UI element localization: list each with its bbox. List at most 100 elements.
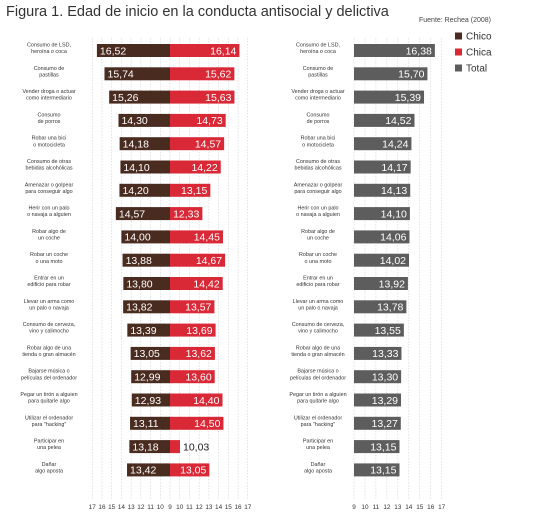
bar-chico-llevar-un-arma-como-un-palo-o-navaja (123, 300, 170, 314)
x-tick-total-15: 15 (416, 504, 424, 511)
category-label-line: de porros (38, 119, 61, 125)
category-label-utilizar-el-ordenador-para-hacking: Utilizar el ordenador para "hacking" (25, 415, 73, 428)
value-label-chico: 14,18 (123, 139, 149, 151)
value-label-chico: 13,82 (126, 302, 152, 314)
value-label-chico: 13,11 (133, 418, 159, 430)
category-label-line: Consumo de otras (296, 159, 340, 165)
x-tick-total-13: 13 (394, 504, 402, 511)
bar-chico-danar-algo-aposta (127, 463, 170, 477)
bar-total-entrar-en-un-edificio-para-robar (354, 277, 408, 290)
bar-chica-consumo-de-pastillas (170, 67, 235, 81)
category-label-line: Pegar un tirón a alguien (20, 392, 77, 398)
category-label-line: Amenazar o golpear (25, 182, 74, 188)
bar-chica-herir-con-un-palo-o-navaja-a-alguien (170, 207, 203, 221)
legend-label-total: Total (466, 64, 487, 75)
x-tick-left-17: 17 (89, 504, 97, 511)
value-label-total: 15,39 (395, 92, 421, 104)
x-tick-right-17: 17 (244, 504, 252, 511)
category-label-line: como intermediario (26, 96, 72, 102)
x-tick-left-12: 12 (137, 504, 145, 511)
category-label-consumo-de-cerveza-vino-y-calimocho: Consumo de cerveza, vino y calimocho (23, 322, 76, 335)
bar-chico-consumo-de-lsd-heroina-o-coca (96, 44, 170, 57)
category-label-line: bebidas alcohólicas (294, 166, 341, 172)
legend-swatch-total (455, 64, 462, 72)
value-label-chica: 14,50 (194, 418, 220, 430)
category-label-robar-algo-de-una-tienda-o-gran-almacen: Robar algo de una tienda o gran almacén (22, 345, 75, 358)
value-label-chica: 14,42 (193, 278, 219, 290)
x-tick-right-12: 12 (196, 504, 204, 511)
category-label-consumo-de-pastillas: Consumo de pastillas (303, 66, 334, 79)
x-tick-right-14: 14 (215, 504, 223, 511)
bar-chico-consumo-de-pastillas (104, 67, 170, 81)
x-tick-right-13: 13 (205, 504, 213, 511)
category-label-line: heroína o coca (31, 49, 67, 55)
bar-chica-consumo-de-otras-bebidas-alcoholicas (170, 160, 221, 174)
x-tick-right-10: 10 (176, 504, 184, 511)
value-label-chico: 13,39 (130, 325, 156, 337)
category-label-line: Vender droga o actuar (22, 89, 76, 95)
category-label-consumo-de-porros: Consumo de porros (306, 112, 329, 125)
category-label-utilizar-el-ordenador-para-hacking: Utilizar el ordenador para "hacking" (294, 415, 342, 428)
category-label-line: o una moto (36, 259, 63, 265)
x-tick-left-15: 15 (108, 504, 116, 511)
category-label-line: Llevar un arma como (293, 299, 344, 305)
category-label-consumo-de-porros: Consumo de porros (37, 112, 60, 125)
value-label-chica: 14,22 (191, 162, 217, 174)
value-label-chica: 14,40 (193, 395, 219, 407)
bar-chico-robar-un-coche-o-una-moto (122, 253, 170, 267)
value-label-chico: 16,52 (100, 45, 126, 57)
category-label-line: Dañar (311, 462, 326, 468)
category-label-line: un coche (307, 236, 329, 242)
bar-total-danar-algo-aposta (354, 463, 400, 477)
bar-total-robar-un-coche-o-una-moto (354, 253, 410, 267)
value-label-chico: 13,42 (130, 465, 156, 477)
bar-chica-consumo-de-lsd-heroina-o-coca (170, 44, 240, 57)
category-label-line: vino y calimocho (29, 329, 69, 335)
x-tick-left-10: 10 (157, 504, 165, 511)
category-label-line: o una moto (305, 259, 332, 265)
value-label-chico: 14,10 (123, 162, 149, 174)
category-label-line: edificio para robar (296, 282, 339, 288)
x-tick-right-15: 15 (225, 504, 233, 511)
category-label-line: una pelea (306, 445, 330, 451)
bar-chica-danar-algo-aposta (170, 463, 210, 477)
category-label-danar-algo-aposta: Dañar algo aposta (35, 462, 63, 475)
category-label-robar-una-bici-o-motocicleta: Robar una bici o motocicleta (301, 136, 336, 149)
category-label-line: Consumo (37, 112, 60, 118)
category-label-line: o navaja a alguien (296, 212, 340, 218)
bar-chico-pegar-un-tiron-a-alguien-para-quitarle-algo (131, 393, 170, 407)
legend-swatch-chico (455, 32, 462, 40)
bar-chico-consumo-de-otras-bebidas-alcoholicas (120, 160, 170, 174)
x-tick-total-12: 12 (383, 504, 391, 511)
chart-title: Figura 1. Edad de inicio en la conducta … (6, 4, 389, 20)
bar-chico-amenazar-o-golpear-para-conseguir-algo (119, 183, 170, 197)
bar-total-consumo-de-otras-bebidas-alcoholicas (354, 160, 411, 174)
category-label-line: Consumo de LSD, (27, 43, 72, 49)
value-label-chico: 13,80 (126, 278, 152, 290)
category-label-line: pastillas (308, 72, 328, 78)
category-label-line: Bajarse música o (297, 369, 338, 375)
category-label-llevar-un-arma-como-un-palo-o-navaja: Llevar un arma como un palo o navaja (293, 299, 344, 312)
category-label-line: para conseguir algo (294, 189, 341, 195)
category-label-robar-un-coche-o-una-moto: Robar un coche o una moto (30, 252, 68, 265)
value-label-total: 14,10 (381, 208, 407, 220)
chart-source: Fuente: Rechea (2008) (419, 17, 491, 24)
value-label-total: 13,27 (372, 418, 398, 430)
value-label-total: 15,70 (398, 69, 424, 81)
value-label-total: 13,78 (377, 302, 403, 314)
value-label-chica: 13,05 (180, 465, 206, 477)
value-label-chico: 14,30 (121, 115, 147, 127)
value-label-chica: 15,62 (205, 69, 231, 81)
category-label-bajarse-musica-o-peliculas-del-ordenador: Bajarse música o películas del ordenador (21, 369, 77, 382)
category-label-line: Consumo de LSD, (296, 43, 341, 49)
category-label-line: tienda o gran almacén (22, 352, 75, 358)
category-label-line: o motocicleta (302, 142, 334, 148)
x-tick-total-10: 10 (361, 504, 369, 511)
x-tick-left-11: 11 (147, 504, 154, 511)
bar-chico-vender-droga-o-actuar-como-intermediario (109, 90, 170, 104)
bar-chica-consumo-de-cerveza-vino-y-calimocho (170, 323, 216, 337)
category-label-line: para quitarle algo (28, 399, 70, 405)
value-label-total: 13,92 (379, 278, 405, 290)
bar-chica-robar-una-bici-o-motocicleta (170, 137, 225, 151)
